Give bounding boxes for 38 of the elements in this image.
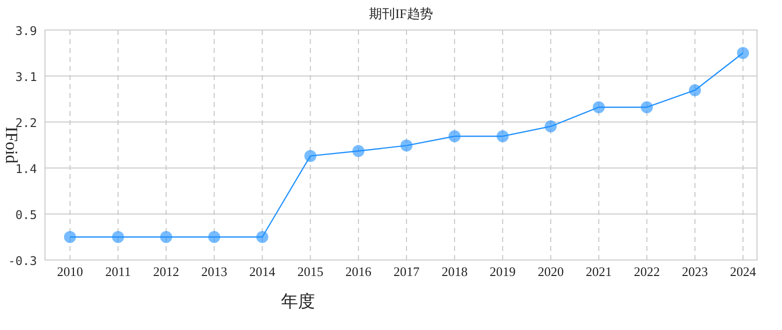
x-tick-label: 2015: [297, 264, 324, 279]
point: [737, 47, 749, 59]
x-tick-label: 2024: [730, 264, 756, 279]
y-tick-label: 3.1: [15, 70, 37, 84]
x-tick-label: 2022: [634, 264, 660, 279]
x-tick-label: 2018: [442, 264, 468, 279]
y-tick-label: 1.4: [15, 162, 37, 176]
point: [592, 101, 605, 114]
x-tick-label: 2019: [490, 264, 516, 279]
point: [448, 130, 461, 142]
x-axis-title: 年度: [281, 292, 315, 311]
x-tick-label: 2016: [345, 264, 372, 279]
y-tick-label: -0.3: [8, 254, 37, 268]
y-tick-label: 0.5: [15, 208, 37, 222]
x-tick-label: 2023: [682, 264, 708, 279]
x-tick-label: 2011: [105, 264, 131, 279]
point: [688, 84, 701, 96]
point: [256, 231, 268, 243]
x-tick-label: 2010: [57, 264, 83, 279]
point: [544, 120, 557, 132]
point: [208, 231, 220, 243]
x-tick-label: 2020: [538, 264, 564, 279]
x-tick-label: 2012: [153, 264, 180, 279]
y-axis-title: IFoid: [2, 126, 21, 164]
x-tick-label: 2017: [394, 264, 420, 279]
point: [496, 130, 509, 142]
point: [304, 150, 316, 162]
point: [400, 140, 412, 152]
point: [640, 101, 653, 114]
chart-title: 期刊IF趋势: [369, 6, 433, 21]
point: [160, 231, 172, 243]
x-tick-label: 2021: [586, 264, 612, 279]
point: [112, 231, 124, 243]
y-tick-label: 3.9: [15, 24, 37, 38]
point: [352, 145, 364, 158]
x-tick-label: 2014: [249, 264, 276, 279]
x-tick-label: 2013: [201, 264, 228, 279]
point: [64, 231, 76, 243]
